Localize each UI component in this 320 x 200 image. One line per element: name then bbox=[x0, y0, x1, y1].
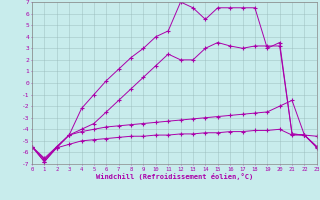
X-axis label: Windchill (Refroidissement éolien,°C): Windchill (Refroidissement éolien,°C) bbox=[96, 173, 253, 180]
